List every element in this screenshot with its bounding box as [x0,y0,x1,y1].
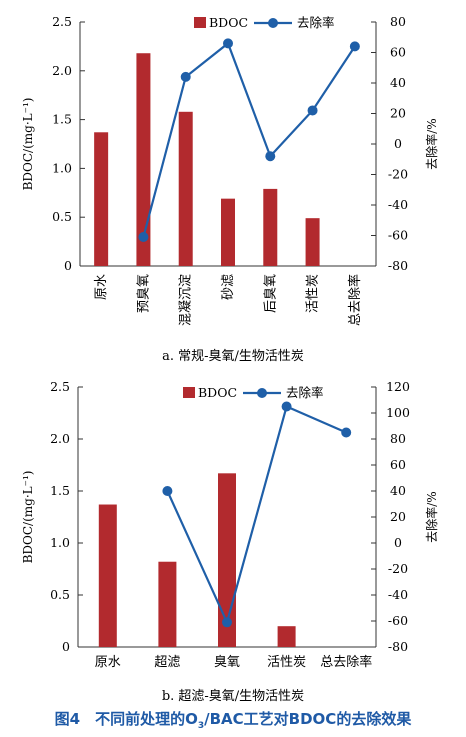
figure-caption-suffix: /BAC工艺对BDOC的去除效果 [204,710,412,728]
chart-b-left-tick-label: 0 [62,639,70,654]
chart-a-left-tick-label: 0 [64,258,72,273]
chart-b-x-tick-label: 臭氧 [214,655,240,670]
chart-a-right-tick-label: -20 [388,167,408,182]
chart-a-x-tick-label: 混凝沉淀 [178,274,194,326]
chart-b-left-tick-label: 0.5 [50,587,70,602]
chart-a-x-tick-label: 总去除率 [347,274,363,326]
chart-b-ylabel-right: 去除率/% [424,491,439,542]
chart-b-point-1 [162,486,173,496]
chart-a-left-tick-label: 2.5 [52,14,72,29]
chart-b-legend-label-line: 去除率 [286,385,324,400]
chart-b-right-tick-label: -40 [388,587,408,602]
chart-b-left-tick-label: 1.5 [50,483,70,498]
chart-a-right-tick-label: 40 [390,75,406,90]
chart-a-right-tick-label: 80 [390,14,406,29]
chart-b-right-tick-label: 80 [390,431,406,446]
chart-b-right-tick-label: 0 [394,535,402,550]
chart-b-right-tick-label: 60 [390,457,406,472]
chart-a-x-tick-label: 后臭氧 [263,274,278,313]
chart-a-left-tick-label: 0.5 [52,209,72,224]
chart-a-point-2 [180,71,191,82]
chart-b-x-tick-label: 超滤 [154,655,180,670]
chart-a-line-removal [142,41,356,238]
figure-caption-sub: 3 [197,721,205,731]
chart-a-legend-label-line: 去除率 [297,15,335,30]
figure-caption: 图4 不同前处理的O3/BAC工艺对BDOC的去除效果 [0,708,466,731]
chart-a-ylabel-right: 去除率/% [424,118,439,169]
chart-a-right-tick-label: 0 [394,136,402,151]
chart-b-right-tick-label: -60 [388,613,408,628]
chart-a-bar-1 [136,53,151,267]
chart-b-point-2 [222,617,232,628]
chart-a-right-tick-label: -40 [388,197,408,212]
chart-b-bar-1 [158,561,177,647]
chart-b-legend-swatch-bar [183,387,195,398]
chart-a-bar-2 [178,111,193,267]
chart-a-bar-5 [305,218,320,266]
chart-b-point-4 [341,427,352,438]
chart-b-plot: 0 0.5 1.0 1.5 2.0 2.5 -80 -60 -40 -20 0 20 40 60 80 100… [21,379,439,670]
chart-a-x-tick-label: 砂滤 [221,274,236,300]
chart-a-point-1 [138,232,149,243]
chart-a-right-tick-label: -60 [388,228,408,243]
chart-a-plot: 0 0.5 1.0 1.5 2.0 2.5 -80 -60 -40 -20 0 20 40 60 80 BDO… [21,14,439,326]
chart-b-right-tick-label: 100 [386,405,410,420]
chart-a-legend-marker [268,18,278,28]
chart-a-x-tick-label: 预臭氧 [136,274,151,313]
chart-a-x-tick-label: 活性炭 [306,274,321,313]
chart-b-legend-marker [257,388,267,398]
chart-a-right-tick-label: 60 [390,45,406,60]
chart-b-right-tick-label: -20 [388,561,408,576]
chart-b-left-tick-label: 2.0 [50,431,70,446]
chart-b-ylabel-left: BDOC/(mg·L⁻¹) [21,471,35,564]
chart-a-subtitle: a. 常规-臭氧/生物活性炭 [162,349,304,364]
chart-a-right-tick-label: 20 [390,106,406,121]
chart-b-right-tick-label: 120 [386,379,410,394]
chart-b-x-tick-label: 总去除率 [320,654,372,670]
chart-a-point-4 [265,151,276,162]
chart-a-ylabel-left: BDOC/(mg·L⁻¹) [21,98,35,191]
chart-b-line-removal [166,404,347,626]
chart-a-bar-0 [94,132,109,266]
chart-b: 0 0.5 1.0 1.5 2.0 2.5 -80 -60 -40 -20 0 20 40 60 80 100… [21,379,439,704]
chart-b-left-tick-label: 2.5 [50,379,70,394]
chart-a-point-5 [307,105,318,116]
chart-b-left-tick-label: 1.0 [50,535,70,550]
chart-a-x-tick-label: 原水 [94,274,109,300]
chart-a-bar-4 [263,188,278,266]
chart-a-left-tick-label: 2.0 [52,63,72,78]
chart-a-point-3 [223,38,233,49]
chart-b-right-tick-label: 20 [390,509,406,524]
figure-caption-prefix: 图4 不同前处理的O [54,710,198,728]
chart-b-subtitle: b. 超滤-臭氧/生物活性炭 [162,689,304,704]
chart-a: 0 0.5 1.0 1.5 2.0 2.5 -80 -60 -40 -20 0 20 40 60 80 BDO… [21,14,439,364]
chart-a-point-6 [349,41,360,52]
chart-b-point-3 [281,401,292,412]
chart-a-legend-label-bar: BDOC [209,15,248,30]
chart-a-left-tick-label: 1.5 [52,112,72,127]
chart-a-legend-swatch-bar [194,17,206,28]
chart-b-right-tick-label: -80 [388,639,408,654]
chart-a-left-tick-label: 1.0 [52,160,72,175]
chart-a-bar-3 [221,198,235,266]
chart-b-bar-0 [98,504,117,647]
chart-b-x-tick-label: 活性炭 [267,655,306,670]
chart-b-right-tick-label: 40 [390,483,406,498]
chart-b-bar-3 [277,626,296,647]
chart-a-right-tick-label: -80 [388,258,408,273]
chart-b-x-tick-label: 原水 [95,655,121,670]
chart-b-legend-label-bar: BDOC [198,385,237,400]
